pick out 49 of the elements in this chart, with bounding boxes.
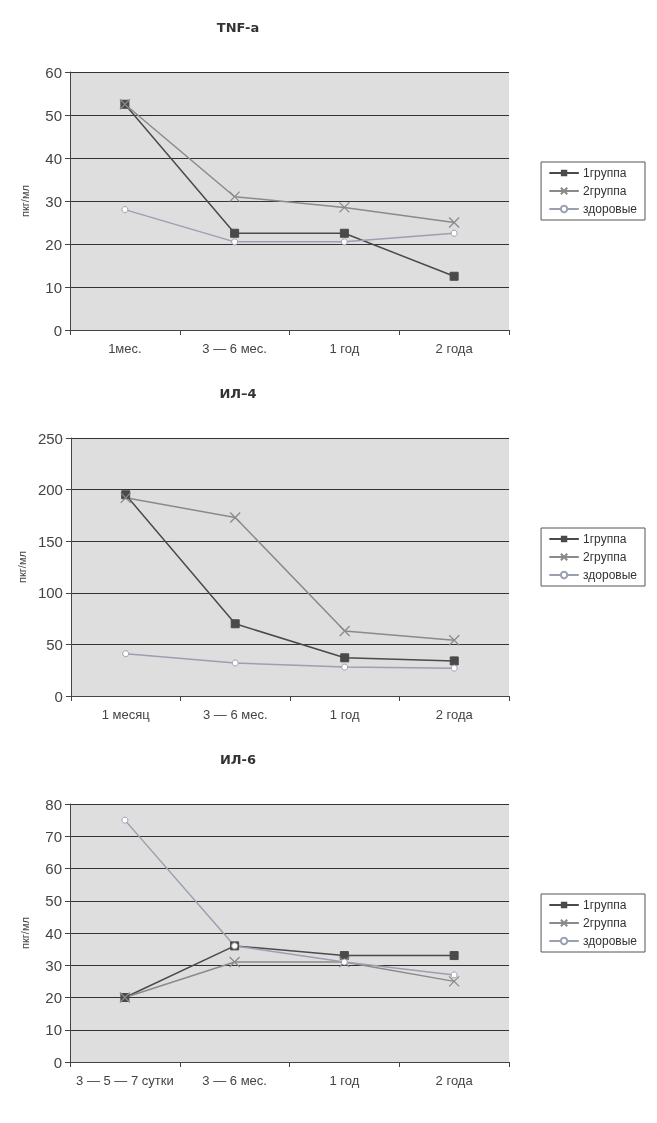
y-tick-label: 50 (45, 892, 62, 910)
y-tick-label: 50 (46, 635, 63, 653)
y-tick-label: 50 (45, 106, 62, 124)
y-axis-title: пкг/мл (18, 917, 31, 949)
x-tick-label: 1 год (329, 341, 360, 356)
x-tick-label: 3 — 6 мес. (202, 1073, 267, 1088)
legend-label: здоровые (583, 202, 638, 216)
legend-label: 1группа (583, 898, 627, 912)
x-tick-label: 3 — 6 мес. (202, 707, 268, 722)
x-tick-label: 2 года (435, 341, 474, 356)
y-tick-label: 250 (37, 429, 63, 447)
y-tick-label: 0 (53, 321, 62, 339)
legend-label: здоровые (583, 568, 638, 582)
x-tick-label: 2 года (435, 707, 474, 722)
y-tick-label: 200 (37, 481, 63, 499)
y-axis-title: пкг/мл (15, 551, 28, 583)
y-tick-label: 30 (45, 192, 62, 210)
y-tick-label: 0 (53, 1053, 62, 1071)
y-axis-title: пкг/мл (18, 185, 31, 217)
y-tick-label: 70 (45, 827, 62, 845)
y-tick-label: 20 (45, 235, 62, 253)
y-tick-label: 0 (54, 687, 63, 705)
y-tick-label: 20 (45, 989, 62, 1006)
y-tick-label: 60 (45, 860, 62, 877)
x-tick-label: 1мес. (108, 341, 142, 356)
x-tick-label: 3 — 5 — 7 сутки (76, 1073, 174, 1088)
y-tick-label: 30 (45, 956, 62, 974)
x-tick-label: 1 месяц (101, 707, 151, 722)
y-tick-label: 150 (37, 532, 63, 550)
legend-label: 2группа (583, 184, 627, 198)
y-tick-label: 60 (45, 63, 62, 81)
y-tick-label: 40 (45, 924, 62, 942)
legend-label: 2группа (583, 916, 627, 930)
y-tick-label: 10 (45, 278, 62, 296)
y-tick-label: 80 (45, 795, 62, 813)
x-tick-label: 1 год (329, 1073, 360, 1088)
chart-title: ИЛ-6 (219, 752, 257, 767)
legend-label: 1группа (583, 166, 627, 180)
chart-title: TNF-a (216, 20, 260, 35)
y-tick-label: 10 (45, 1021, 62, 1039)
legend-label: 2группа (583, 550, 627, 564)
y-tick-label: 100 (37, 584, 63, 602)
x-tick-label: 1 год (329, 707, 361, 722)
x-tick-label: 2 года (435, 1073, 474, 1088)
legend-label: 1группа (583, 532, 627, 546)
y-tick-label: 40 (45, 149, 62, 167)
x-tick-label: 3 — 6 мес. (202, 341, 267, 356)
chart-title: ИЛ–4 (219, 386, 257, 401)
legend-label: здоровые (583, 934, 638, 948)
